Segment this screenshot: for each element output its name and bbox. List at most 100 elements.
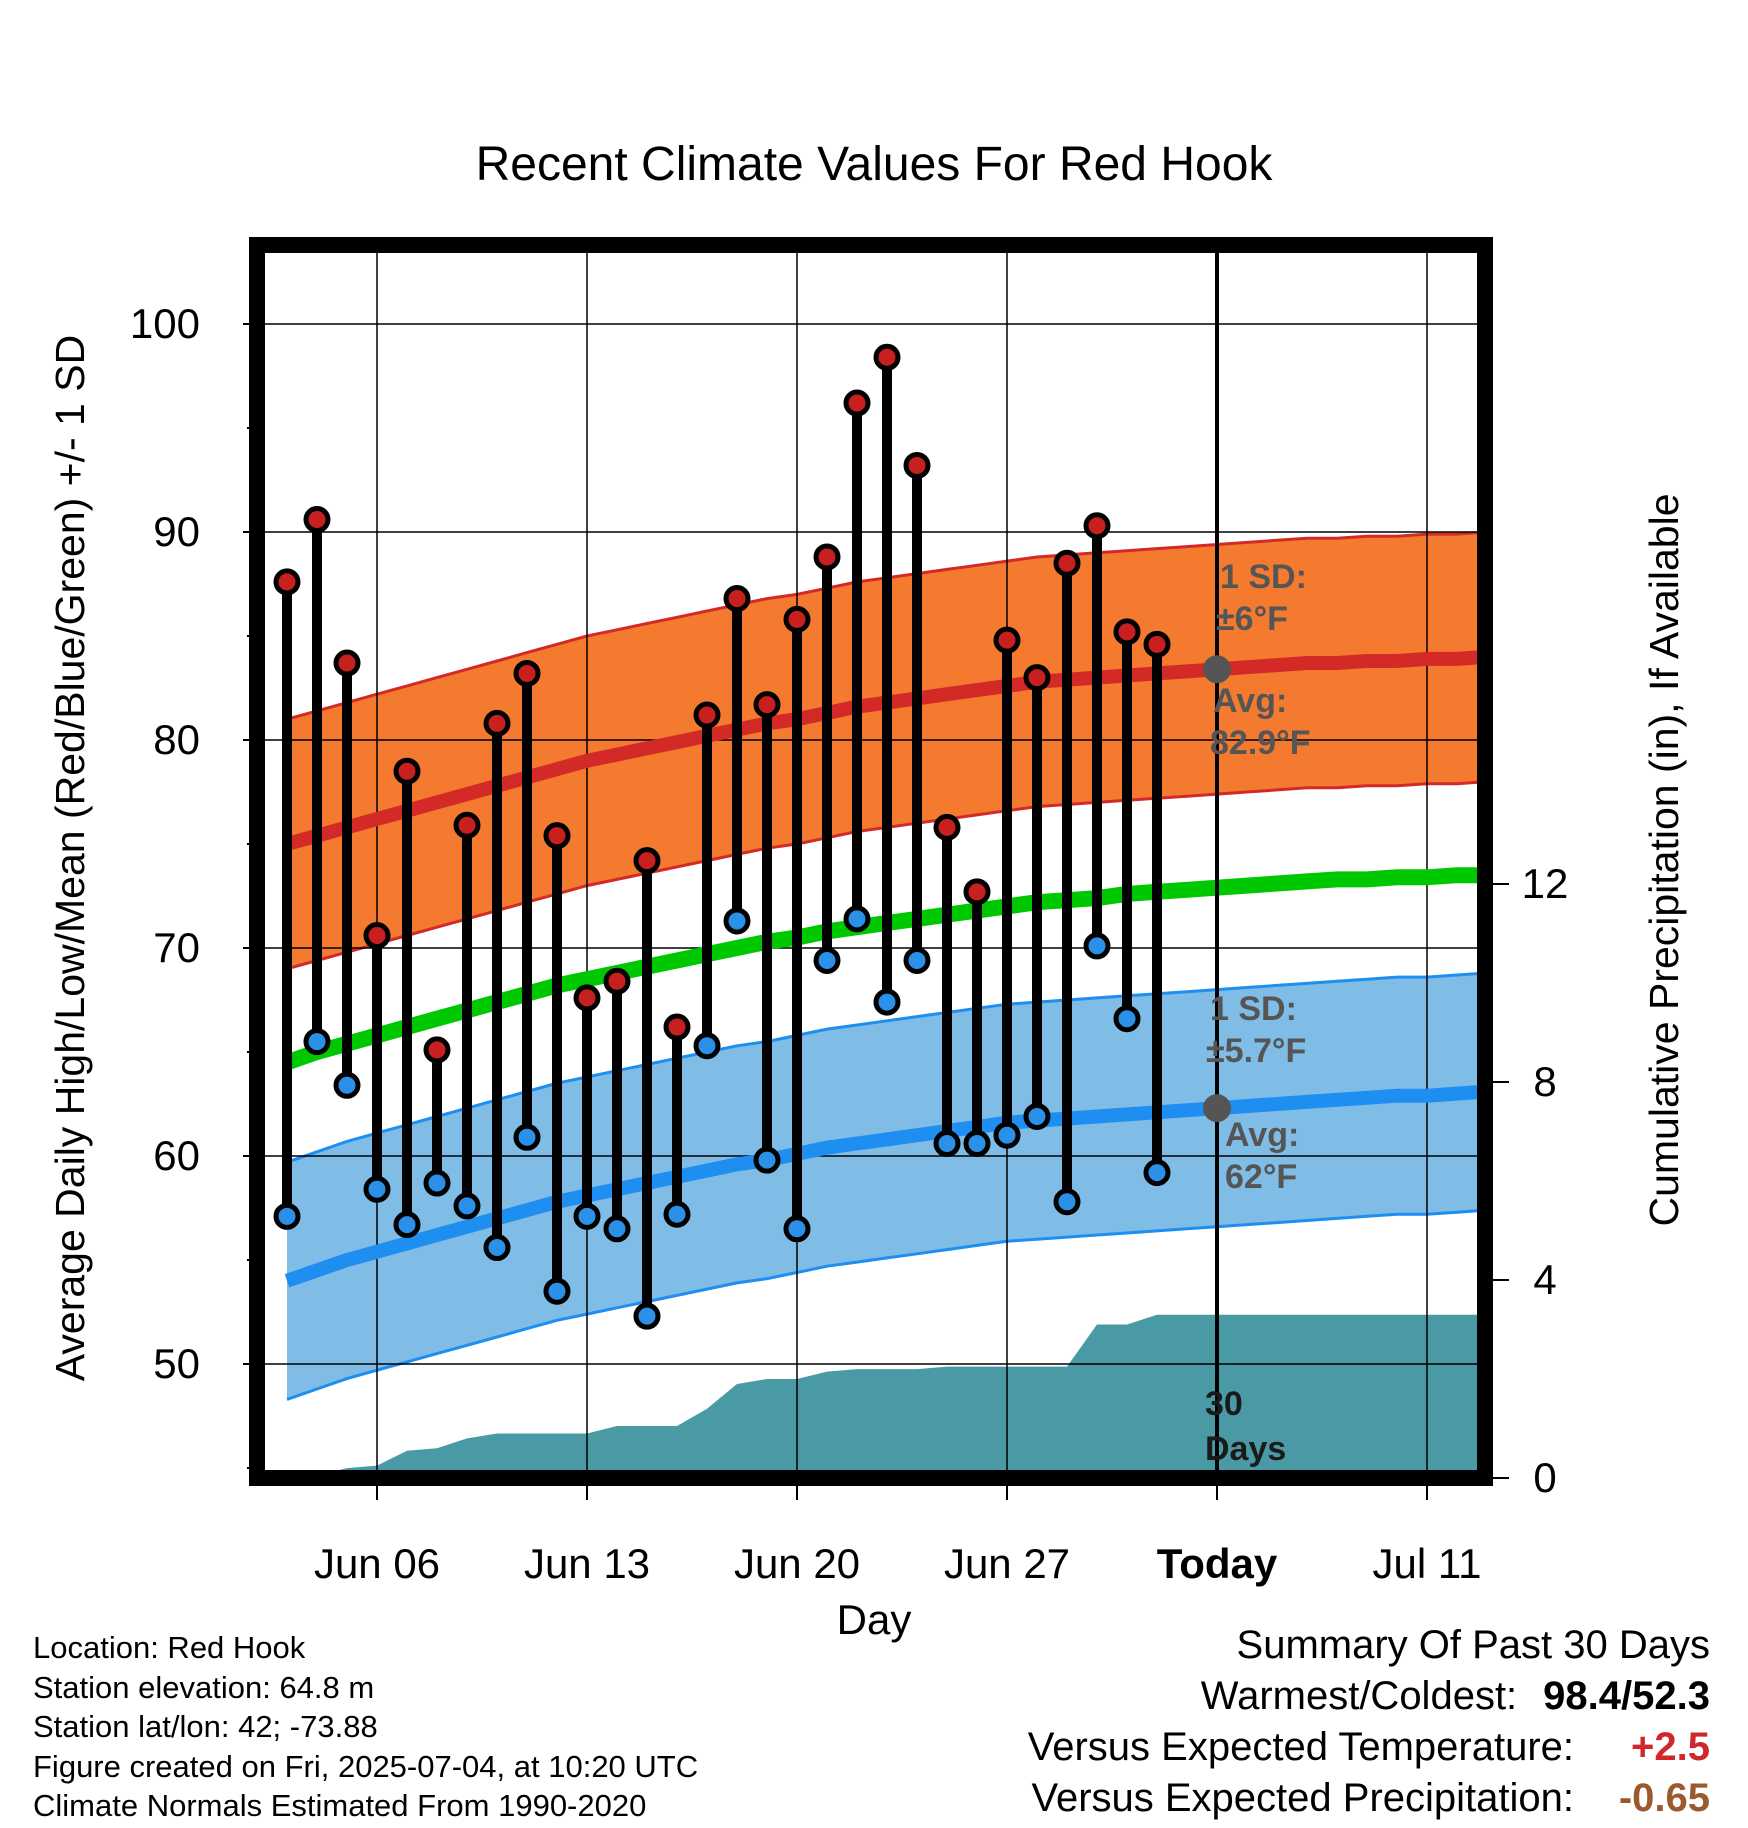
daily-low-point [993,1121,1021,1149]
days-label-number: 30 [1205,1385,1243,1423]
daily-high-point [1023,664,1051,692]
elevation-text: Station elevation: 64.8 m [33,1669,375,1705]
warmest-coldest-value: 98.4/52.3 [1543,1674,1710,1718]
low-sd-band-lower-edge [286,1208,1485,1401]
today-normal-low-marker [1203,1094,1231,1123]
daily-high-point [1053,549,1081,577]
daily-low-point [483,1234,511,1262]
daily-high-point [1113,618,1141,646]
summary-precipitation: Versus Expected Precipitation: -0.65 [1028,1773,1710,1824]
daily-high-point [1083,512,1111,540]
normals-text: Climate Normals Estimated From 1990-2020 [33,1788,647,1823]
daily-high-point [723,585,751,613]
y2-tick-label: 12 [1522,860,1569,907]
today-normal-high-marker [1203,655,1231,684]
low-avg-value: 62°F [1225,1158,1297,1196]
daily-low-point [273,1202,301,1230]
daily-high-point [363,922,391,950]
daily-low-point [333,1071,361,1099]
y2-tick-label: 4 [1533,1256,1556,1303]
x-tick-label: Jun 13 [524,1540,650,1587]
daily-high-point [573,984,601,1012]
daily-low-point [693,1032,721,1060]
daily-low-point [453,1192,481,1220]
daily-low-point [1083,932,1111,960]
summary-title: Summary Of Past 30 Days [1236,1623,1710,1667]
plot-frame [249,237,1493,1486]
temp-label: Versus Expected Temperature: [1027,1725,1574,1769]
daily-high-point [843,389,871,417]
daily-low-point [723,907,751,935]
y-tick-label: 100 [130,300,200,347]
daily-low-point [1113,1005,1141,1033]
daily-low-point [873,988,901,1016]
daily-high-point [603,967,631,995]
daily-high-point [783,605,811,633]
daily-high-point [543,822,571,850]
daily-high-point [453,811,481,839]
daily-low-point [903,946,931,974]
daily-high-point [693,701,721,729]
daily-high-point [1143,630,1171,658]
high-avg-value: 82.9°F [1210,724,1311,762]
warmest-coldest-label: Warmest/Coldest: [1200,1674,1518,1718]
daily-low-point [633,1302,661,1330]
station-info: Location: Red Hook Station elevation: 64… [33,1628,698,1826]
daily-high-point [303,506,331,534]
x-tick-label: Jun 27 [944,1540,1070,1587]
daily-high-point [993,626,1021,654]
y2-tick-label: 8 [1533,1058,1556,1105]
daily-low-point [1143,1159,1171,1187]
low-sd-value: ±5.7°F [1206,1032,1306,1070]
daily-low-point [303,1028,331,1056]
daily-low-point [1023,1102,1051,1130]
daily-low-point [573,1202,601,1230]
daily-low-point [363,1175,391,1203]
daily-low-point [603,1215,631,1243]
high-sd-value: ±6°F [1216,600,1288,638]
daily-low-point [543,1277,571,1305]
high-sd-label: 1 SD: [1220,558,1307,596]
normal-low-line [284,1084,1485,1288]
latlon-text: Station lat/lon: 42; -73.88 [33,1709,378,1744]
y-tick-label: 50 [153,1340,200,1387]
y-tick-label: 90 [153,508,200,555]
daily-low-point [423,1169,451,1197]
x-axis-title: Day [837,1596,912,1643]
daily-high-point [933,813,961,841]
plot-area: 1 SD: ±6°F Avg: 82.9°F 1 SD: ±5.7°F Avg: 62°F 30… [257,245,1485,1478]
x-tick-label: Jun 20 [734,1540,860,1587]
daily-high-point [273,568,301,596]
daily-high-point [753,691,781,719]
daily-high-point [423,1036,451,1064]
daily-high-point [393,757,421,785]
days-label-text: Days [1205,1430,1286,1468]
daily-high-point [633,847,661,875]
y2-axis-title: Cumulative Precipitation (in), If Availa… [1641,493,1687,1226]
precip-label: Versus Expected Precipitation: [1031,1776,1574,1820]
daily-low-point [753,1146,781,1174]
low-sd-label: 1 SD: [1210,990,1297,1028]
y-tick-label: 60 [153,1132,200,1179]
daily-low-point [963,1130,991,1158]
chart-title: Recent Climate Values For Red Hook [476,138,1274,191]
y-tick-label: 70 [153,924,200,971]
x-tick-label: Jun 06 [314,1540,440,1587]
daily-high-point [903,451,931,479]
daily-high-point [873,343,901,371]
y-axis-title: Average Daily High/Low/Mean (Red/Blue/Gr… [47,335,93,1381]
x-tick-label: Today [1157,1540,1278,1587]
daily-low-point [513,1123,541,1151]
summary-temperature: Versus Expected Temperature: +2.5 [1028,1722,1710,1773]
created-text: Figure created on Fri, 2025-07-04, at 10… [33,1748,699,1784]
temp-value: +2.5 [1631,1725,1710,1769]
daily-high-point [963,878,991,906]
daily-low-point [783,1215,811,1243]
daily-high-point [333,649,361,677]
low-avg-label: Avg: [1225,1116,1299,1154]
daily-low-point [813,946,841,974]
daily-low-point [843,905,871,933]
daily-high-point [663,1013,691,1041]
summary-warmest-coldest: Warmest/Coldest: 98.4/52.3 [1028,1671,1710,1722]
